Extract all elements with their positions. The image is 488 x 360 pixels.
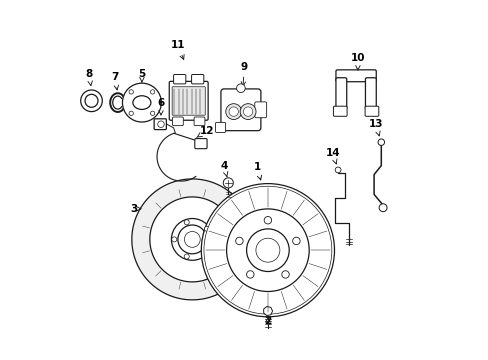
FancyBboxPatch shape bbox=[254, 102, 266, 118]
FancyBboxPatch shape bbox=[154, 119, 166, 130]
Text: 7: 7 bbox=[111, 72, 119, 90]
FancyBboxPatch shape bbox=[333, 106, 346, 116]
Circle shape bbox=[236, 84, 244, 93]
FancyBboxPatch shape bbox=[191, 75, 203, 84]
Text: 10: 10 bbox=[350, 53, 365, 70]
Circle shape bbox=[240, 104, 256, 120]
Circle shape bbox=[122, 83, 161, 122]
Text: 3: 3 bbox=[130, 204, 141, 214]
Text: 1: 1 bbox=[253, 162, 261, 180]
Text: 9: 9 bbox=[241, 62, 247, 86]
Text: 2: 2 bbox=[264, 316, 271, 326]
FancyBboxPatch shape bbox=[172, 117, 183, 126]
Circle shape bbox=[171, 237, 177, 242]
Text: 4: 4 bbox=[220, 161, 227, 177]
FancyBboxPatch shape bbox=[365, 78, 375, 109]
FancyBboxPatch shape bbox=[194, 139, 206, 149]
Circle shape bbox=[178, 225, 206, 254]
FancyBboxPatch shape bbox=[173, 75, 185, 84]
Circle shape bbox=[204, 226, 209, 231]
Circle shape bbox=[129, 111, 133, 116]
Polygon shape bbox=[132, 179, 250, 300]
Circle shape bbox=[150, 111, 154, 116]
Circle shape bbox=[228, 107, 238, 116]
FancyBboxPatch shape bbox=[335, 78, 346, 109]
Ellipse shape bbox=[133, 96, 151, 109]
Circle shape bbox=[81, 90, 102, 112]
Circle shape bbox=[171, 219, 213, 260]
Circle shape bbox=[281, 271, 289, 278]
Circle shape bbox=[204, 247, 209, 252]
Circle shape bbox=[226, 209, 308, 292]
Circle shape bbox=[184, 220, 189, 225]
Circle shape bbox=[184, 254, 189, 259]
Text: 12: 12 bbox=[196, 126, 214, 138]
FancyBboxPatch shape bbox=[221, 89, 260, 131]
Circle shape bbox=[225, 104, 241, 120]
Text: 8: 8 bbox=[85, 69, 92, 86]
Circle shape bbox=[201, 184, 334, 317]
Text: 6: 6 bbox=[157, 98, 164, 115]
Text: 14: 14 bbox=[325, 148, 339, 164]
Circle shape bbox=[184, 231, 200, 247]
Circle shape bbox=[129, 90, 133, 94]
FancyBboxPatch shape bbox=[215, 122, 225, 132]
Circle shape bbox=[255, 238, 279, 262]
Circle shape bbox=[235, 237, 243, 245]
Circle shape bbox=[150, 90, 154, 94]
FancyBboxPatch shape bbox=[335, 70, 375, 82]
Text: 13: 13 bbox=[368, 119, 383, 136]
Circle shape bbox=[264, 216, 271, 224]
Circle shape bbox=[378, 204, 386, 212]
Text: 5: 5 bbox=[138, 69, 145, 82]
Circle shape bbox=[223, 178, 233, 188]
Circle shape bbox=[377, 139, 384, 145]
Circle shape bbox=[243, 107, 252, 116]
Circle shape bbox=[292, 237, 300, 245]
Circle shape bbox=[85, 94, 98, 107]
Polygon shape bbox=[263, 306, 272, 316]
Circle shape bbox=[203, 186, 331, 314]
FancyBboxPatch shape bbox=[172, 87, 205, 115]
Circle shape bbox=[246, 229, 288, 271]
FancyBboxPatch shape bbox=[194, 117, 204, 126]
Text: 11: 11 bbox=[170, 40, 185, 59]
FancyBboxPatch shape bbox=[365, 106, 378, 116]
Circle shape bbox=[335, 167, 340, 173]
Circle shape bbox=[246, 271, 253, 278]
FancyBboxPatch shape bbox=[169, 81, 208, 120]
